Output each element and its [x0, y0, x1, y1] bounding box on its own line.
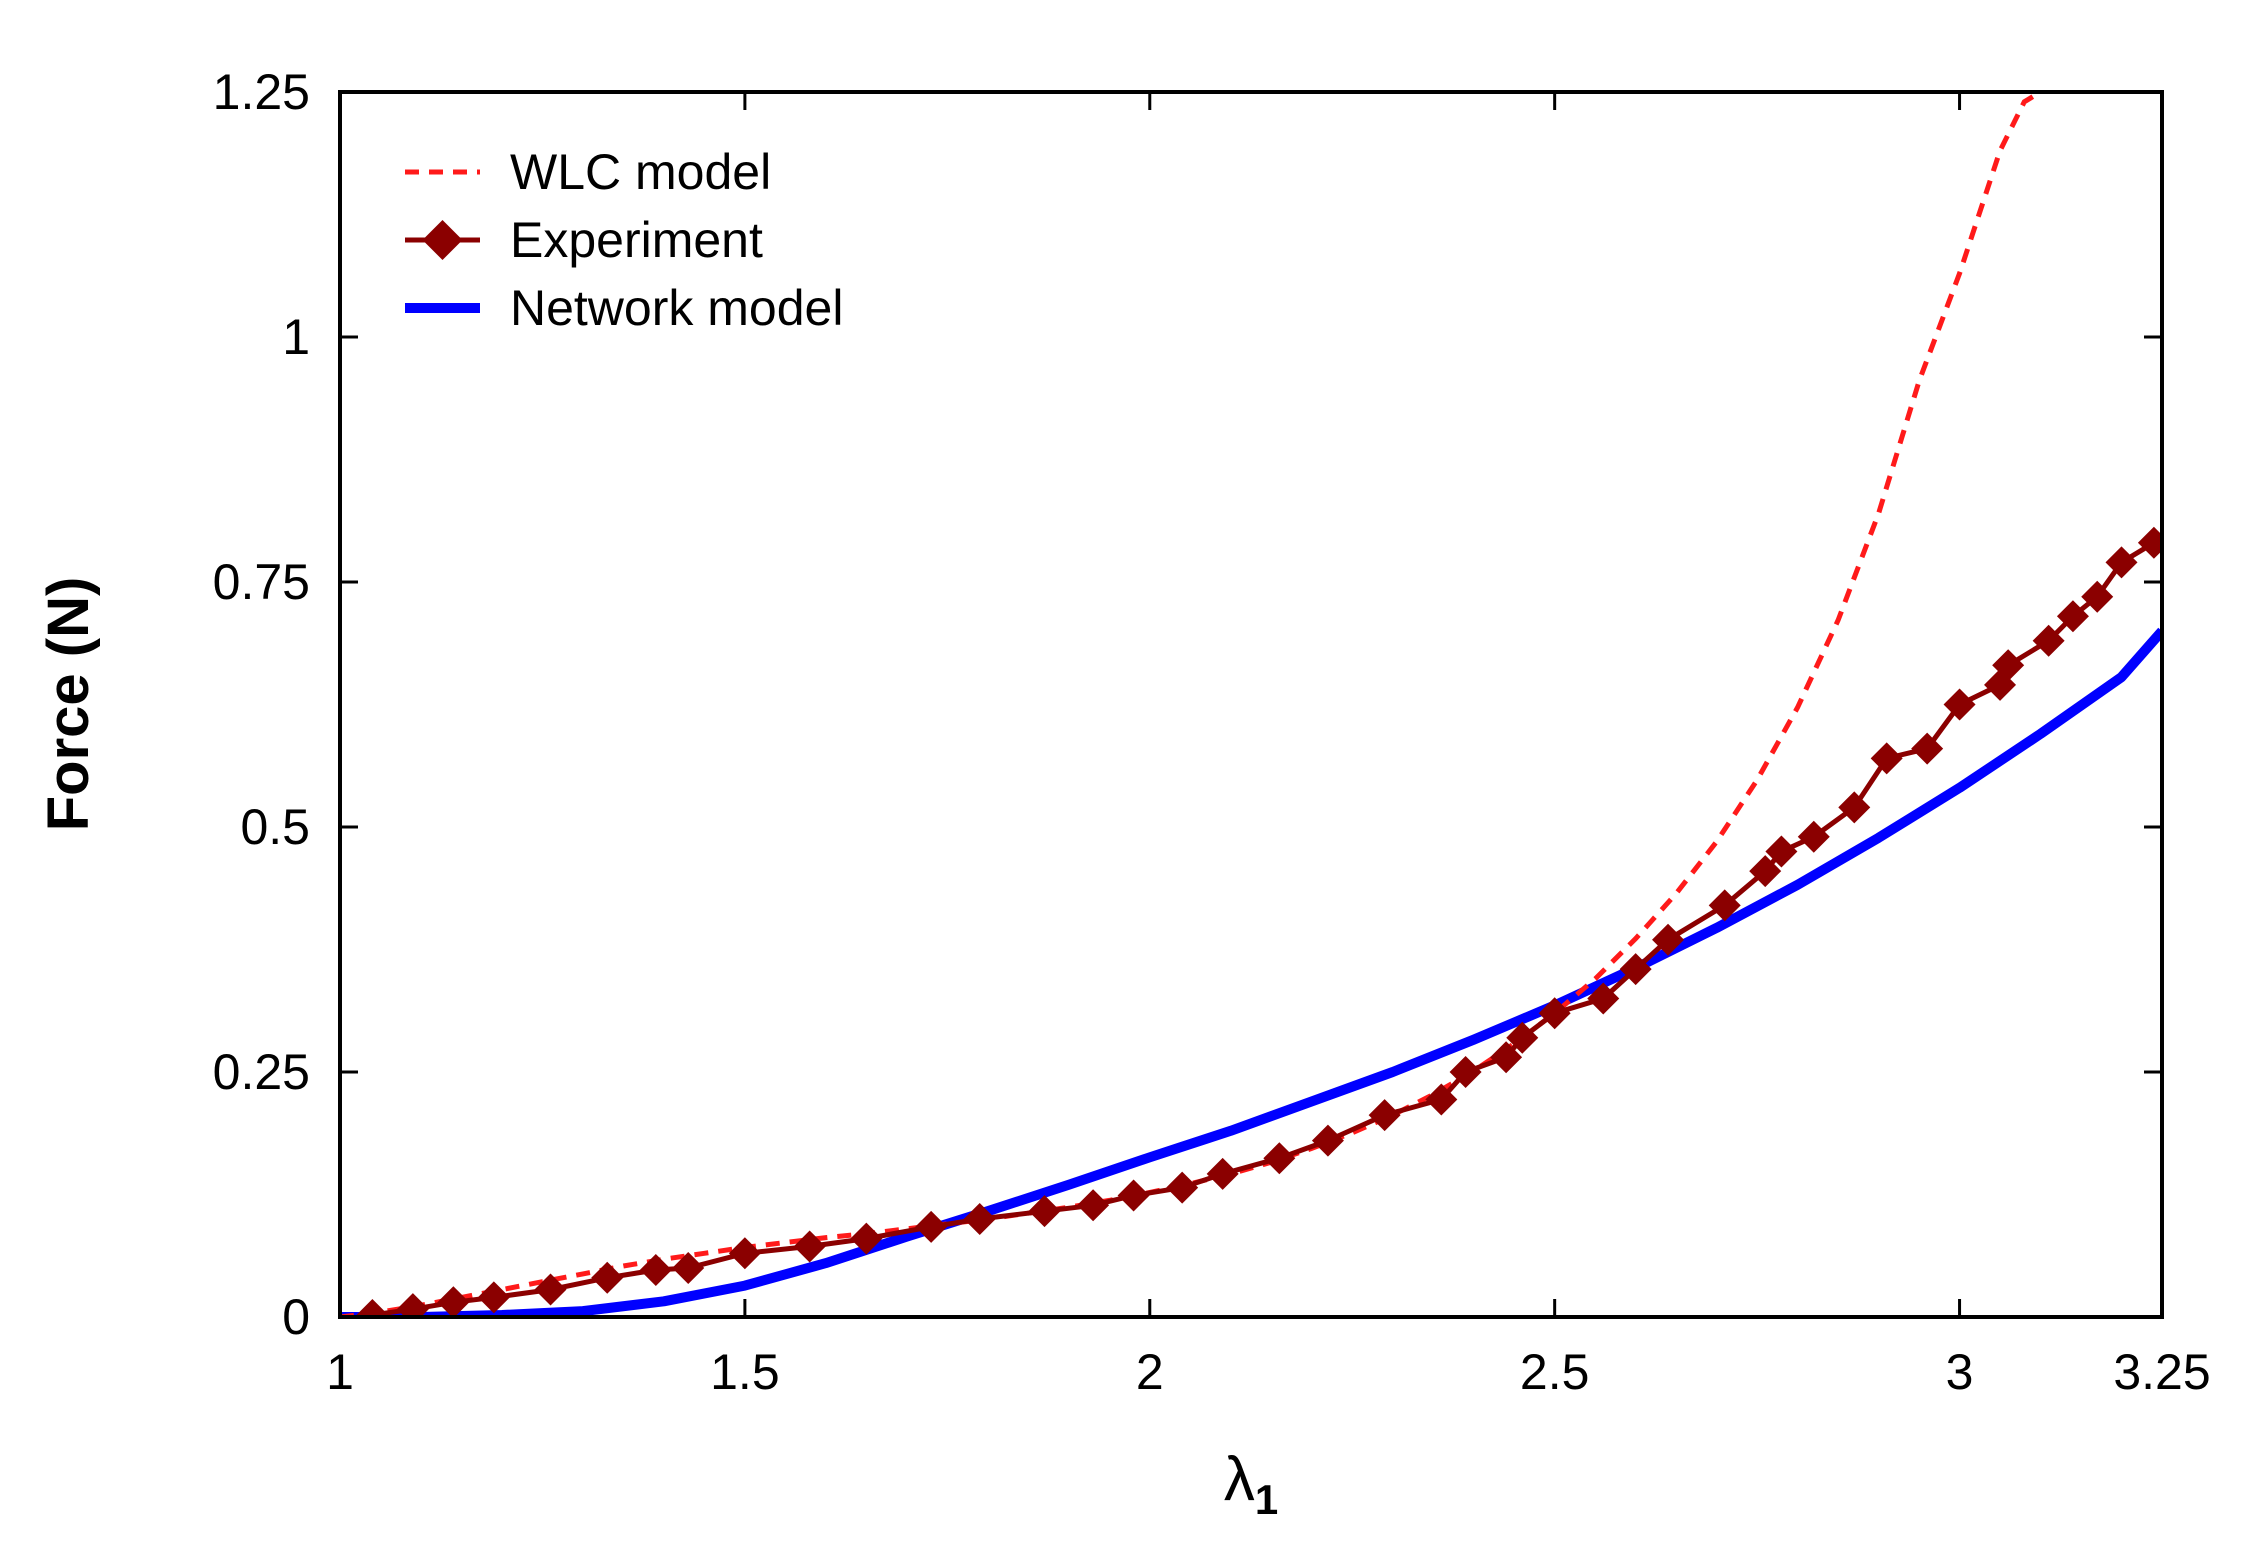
experiment-point — [1263, 1142, 1296, 1175]
experiment-point — [591, 1261, 624, 1294]
experiment-line — [372, 540, 2156, 1317]
network-model-line — [340, 627, 2162, 1317]
x-tick-label: 2 — [1136, 1344, 1164, 1400]
experiment-point — [1708, 889, 1741, 922]
experiment-point — [639, 1253, 672, 1286]
y-tick-label: 1 — [282, 309, 310, 365]
experiment-point — [2056, 600, 2089, 633]
experiment-point — [1838, 791, 1871, 824]
experiment-point — [2032, 624, 2065, 657]
labels-layer: 1 1.5 2 2.5 3 3.25 0 0.25 0.5 0.75 1 1.25 — [213, 64, 2211, 1400]
plot-frame — [338, 90, 2164, 1319]
experiment-point — [1117, 1179, 1150, 1212]
experiment-point — [1449, 1056, 1482, 1088]
y-tick-label: 0 — [282, 1289, 310, 1345]
experiment-point — [2105, 546, 2138, 579]
legend-experiment-marker — [422, 220, 463, 260]
experiment-point — [915, 1210, 948, 1243]
experiment-point — [1028, 1195, 1061, 1228]
series-layer — [340, 92, 2162, 1317]
x-tick-label: 3 — [1946, 1344, 1974, 1400]
y-tick-label: 0.75 — [213, 554, 310, 610]
x-tick-label: 1.5 — [710, 1344, 780, 1400]
x-axis-label: λ1 — [1224, 1445, 1278, 1523]
experiment-point — [672, 1252, 705, 1284]
experiment-point — [1538, 997, 1571, 1030]
experiment-point — [534, 1273, 567, 1306]
y-tick-label: 0.25 — [213, 1044, 310, 1100]
experiment-point — [1911, 732, 1944, 765]
experiment-point — [793, 1230, 826, 1263]
experiment-point — [1619, 953, 1652, 986]
experiment-point — [1425, 1083, 1458, 1116]
ticks-layer — [338, 90, 2164, 1319]
experiment-point — [356, 1299, 389, 1317]
experiment-point — [1749, 855, 1782, 888]
experiment-point — [396, 1293, 429, 1317]
experiment-point — [1943, 688, 1976, 721]
experiment-point — [1652, 923, 1685, 956]
experiment-point — [963, 1203, 996, 1235]
wlc-model-line — [340, 92, 2042, 1317]
experiment-point — [1765, 835, 1798, 868]
experiment-point — [437, 1286, 470, 1317]
x-tick-label: 2.5 — [1520, 1344, 1590, 1400]
experiment-point — [1587, 982, 1620, 1015]
legend: WLC model Experiment Network model — [405, 144, 843, 336]
experiment-point — [1368, 1099, 1401, 1132]
x-axis-label-subscript: 1 — [1255, 1476, 1278, 1523]
experiment-point — [2081, 580, 2114, 613]
experiment-point — [477, 1281, 510, 1314]
experiment-point — [1490, 1041, 1523, 1074]
x-tick-label: 3.25 — [2113, 1344, 2210, 1400]
legend-network-model-label: Network model — [510, 280, 843, 336]
experiment-point — [1206, 1157, 1239, 1190]
x-axis-label-main: λ — [1224, 1445, 1255, 1514]
experiment-point — [728, 1237, 761, 1270]
legend-wlc-model-label: WLC model — [510, 144, 771, 200]
experiment-point — [1166, 1171, 1199, 1204]
y-tick-label: 0.5 — [240, 799, 310, 855]
x-tick-label: 1 — [326, 1344, 354, 1400]
experiment-point — [1992, 649, 2025, 682]
experiment-point — [1870, 742, 1903, 775]
experiment-point — [850, 1222, 883, 1255]
y-tick-label: 1.25 — [213, 64, 310, 120]
experiment-point — [1797, 820, 1830, 853]
y-axis-label: Force (N) — [36, 577, 101, 832]
experiment-point — [1077, 1189, 1110, 1222]
legend-experiment-label: Experiment — [510, 212, 763, 268]
experiment-point — [2137, 526, 2162, 559]
experiment-point — [1311, 1124, 1344, 1157]
experiment-point — [1506, 1021, 1539, 1054]
